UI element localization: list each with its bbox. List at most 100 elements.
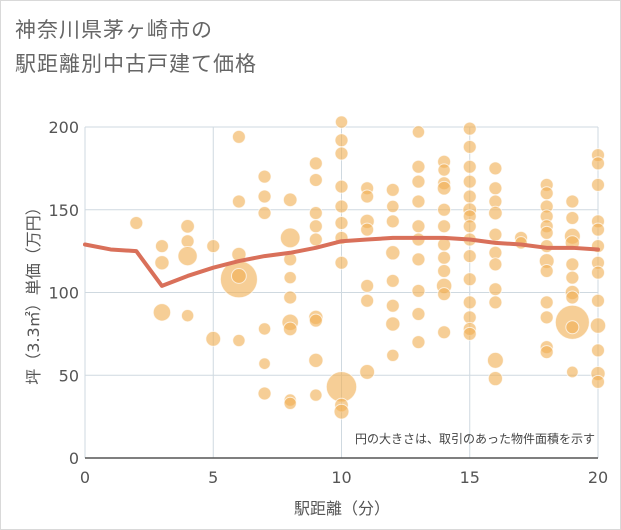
data-bubble (591, 177, 605, 192)
data-bubble (566, 365, 579, 379)
data-bubble (334, 115, 349, 129)
data-bubble (257, 206, 272, 221)
chart-title-line-2: 駅距離別中古戸建て価格 (15, 52, 257, 76)
x-tick-label: 5 (208, 468, 218, 487)
data-bubble (462, 174, 477, 189)
data-bubble (462, 295, 477, 310)
data-bubble (591, 343, 605, 358)
data-bubble (437, 287, 452, 302)
data-bubble (462, 189, 477, 204)
y-tick-label: 200 (48, 118, 79, 137)
data-bubble (411, 307, 426, 322)
bubble-layer (129, 115, 607, 420)
data-bubble (411, 125, 426, 139)
data-bubble (257, 386, 272, 401)
data-bubble (386, 199, 400, 214)
data-bubble (258, 357, 271, 370)
data-bubble (232, 333, 246, 348)
data-bubble (462, 310, 477, 325)
data-bubble (385, 316, 401, 332)
x-tick-label: 15 (460, 468, 480, 487)
average-line-layer (83, 235, 600, 288)
size-annotation: 円の大きさは、取引のあった物件面積を示す (355, 431, 595, 446)
data-bubble (591, 156, 605, 171)
data-bubble (231, 129, 246, 144)
data-bubble (411, 283, 426, 298)
data-bubble (462, 139, 477, 154)
data-bubble (308, 232, 323, 247)
data-bubble (488, 257, 503, 272)
data-bubble (334, 199, 349, 214)
data-bubble (154, 255, 170, 271)
data-bubble (487, 370, 504, 387)
data-bubble (462, 249, 477, 264)
data-bubble (334, 146, 349, 161)
data-bubble (257, 189, 272, 204)
data-bubble (565, 257, 580, 272)
y-tick-label: 50 (59, 366, 79, 385)
data-bubble (462, 159, 477, 174)
x-axis-label: 駅距離（分） (294, 499, 390, 518)
data-bubble (411, 159, 426, 174)
data-bubble (205, 330, 222, 347)
data-bubble (385, 245, 401, 261)
data-bubble (283, 396, 297, 411)
data-bubble (206, 239, 221, 254)
data-bubble (385, 182, 400, 197)
data-bubble (411, 335, 426, 350)
data-bubble (129, 215, 144, 230)
data-bubble (257, 169, 272, 184)
data-bubble (488, 181, 503, 196)
data-bubble (231, 194, 246, 209)
x-tick-label: 10 (331, 468, 351, 487)
y-tick-label: 0 (69, 449, 79, 468)
data-bubble (385, 214, 400, 229)
data-bubble (334, 133, 349, 148)
y-tick-label: 150 (48, 201, 79, 220)
data-bubble (334, 215, 349, 230)
data-bubble (308, 206, 323, 221)
data-bubble (411, 252, 426, 267)
data-bubble (308, 313, 323, 328)
data-bubble (539, 295, 554, 310)
data-bubble (360, 189, 375, 204)
data-bubble (437, 263, 452, 278)
data-bubble (177, 245, 198, 267)
data-bubble (309, 388, 323, 402)
data-bubble (283, 270, 297, 285)
data-bubble (462, 121, 477, 136)
data-bubble (565, 290, 580, 305)
data-bubble (385, 273, 400, 288)
data-bubble (411, 194, 426, 209)
y-axis-label: 坪（3.3㎡）単価（万円） (24, 199, 43, 384)
data-bubble (279, 227, 301, 249)
data-bubble (154, 239, 169, 254)
data-bubble (591, 265, 605, 280)
data-bubble (257, 322, 272, 336)
data-bubble (565, 211, 580, 226)
data-bubble (180, 218, 195, 234)
data-bubble (282, 321, 298, 337)
chart-title-line-1: 神奈川県茅ヶ崎市の (15, 18, 213, 42)
data-bubble (591, 293, 605, 308)
data-bubble (308, 172, 323, 187)
data-bubble (360, 222, 375, 237)
data-bubble (360, 293, 375, 308)
data-bubble (539, 186, 554, 201)
x-tick-label: 20 (588, 468, 608, 487)
data-bubble (334, 179, 349, 194)
data-bubble (283, 290, 298, 305)
data-bubble (539, 310, 554, 325)
chart-title: 神奈川県茅ヶ崎市の 駅距離別中古戸建て価格 (15, 13, 257, 81)
data-bubble (591, 222, 605, 237)
data-bubble (437, 202, 452, 217)
data-bubble (152, 303, 172, 322)
data-bubble (436, 180, 452, 196)
data-bubble (488, 227, 503, 242)
data-bubble (180, 234, 195, 249)
data-bubble (334, 255, 349, 270)
data-bubble (411, 174, 426, 189)
data-bubble (539, 225, 554, 240)
